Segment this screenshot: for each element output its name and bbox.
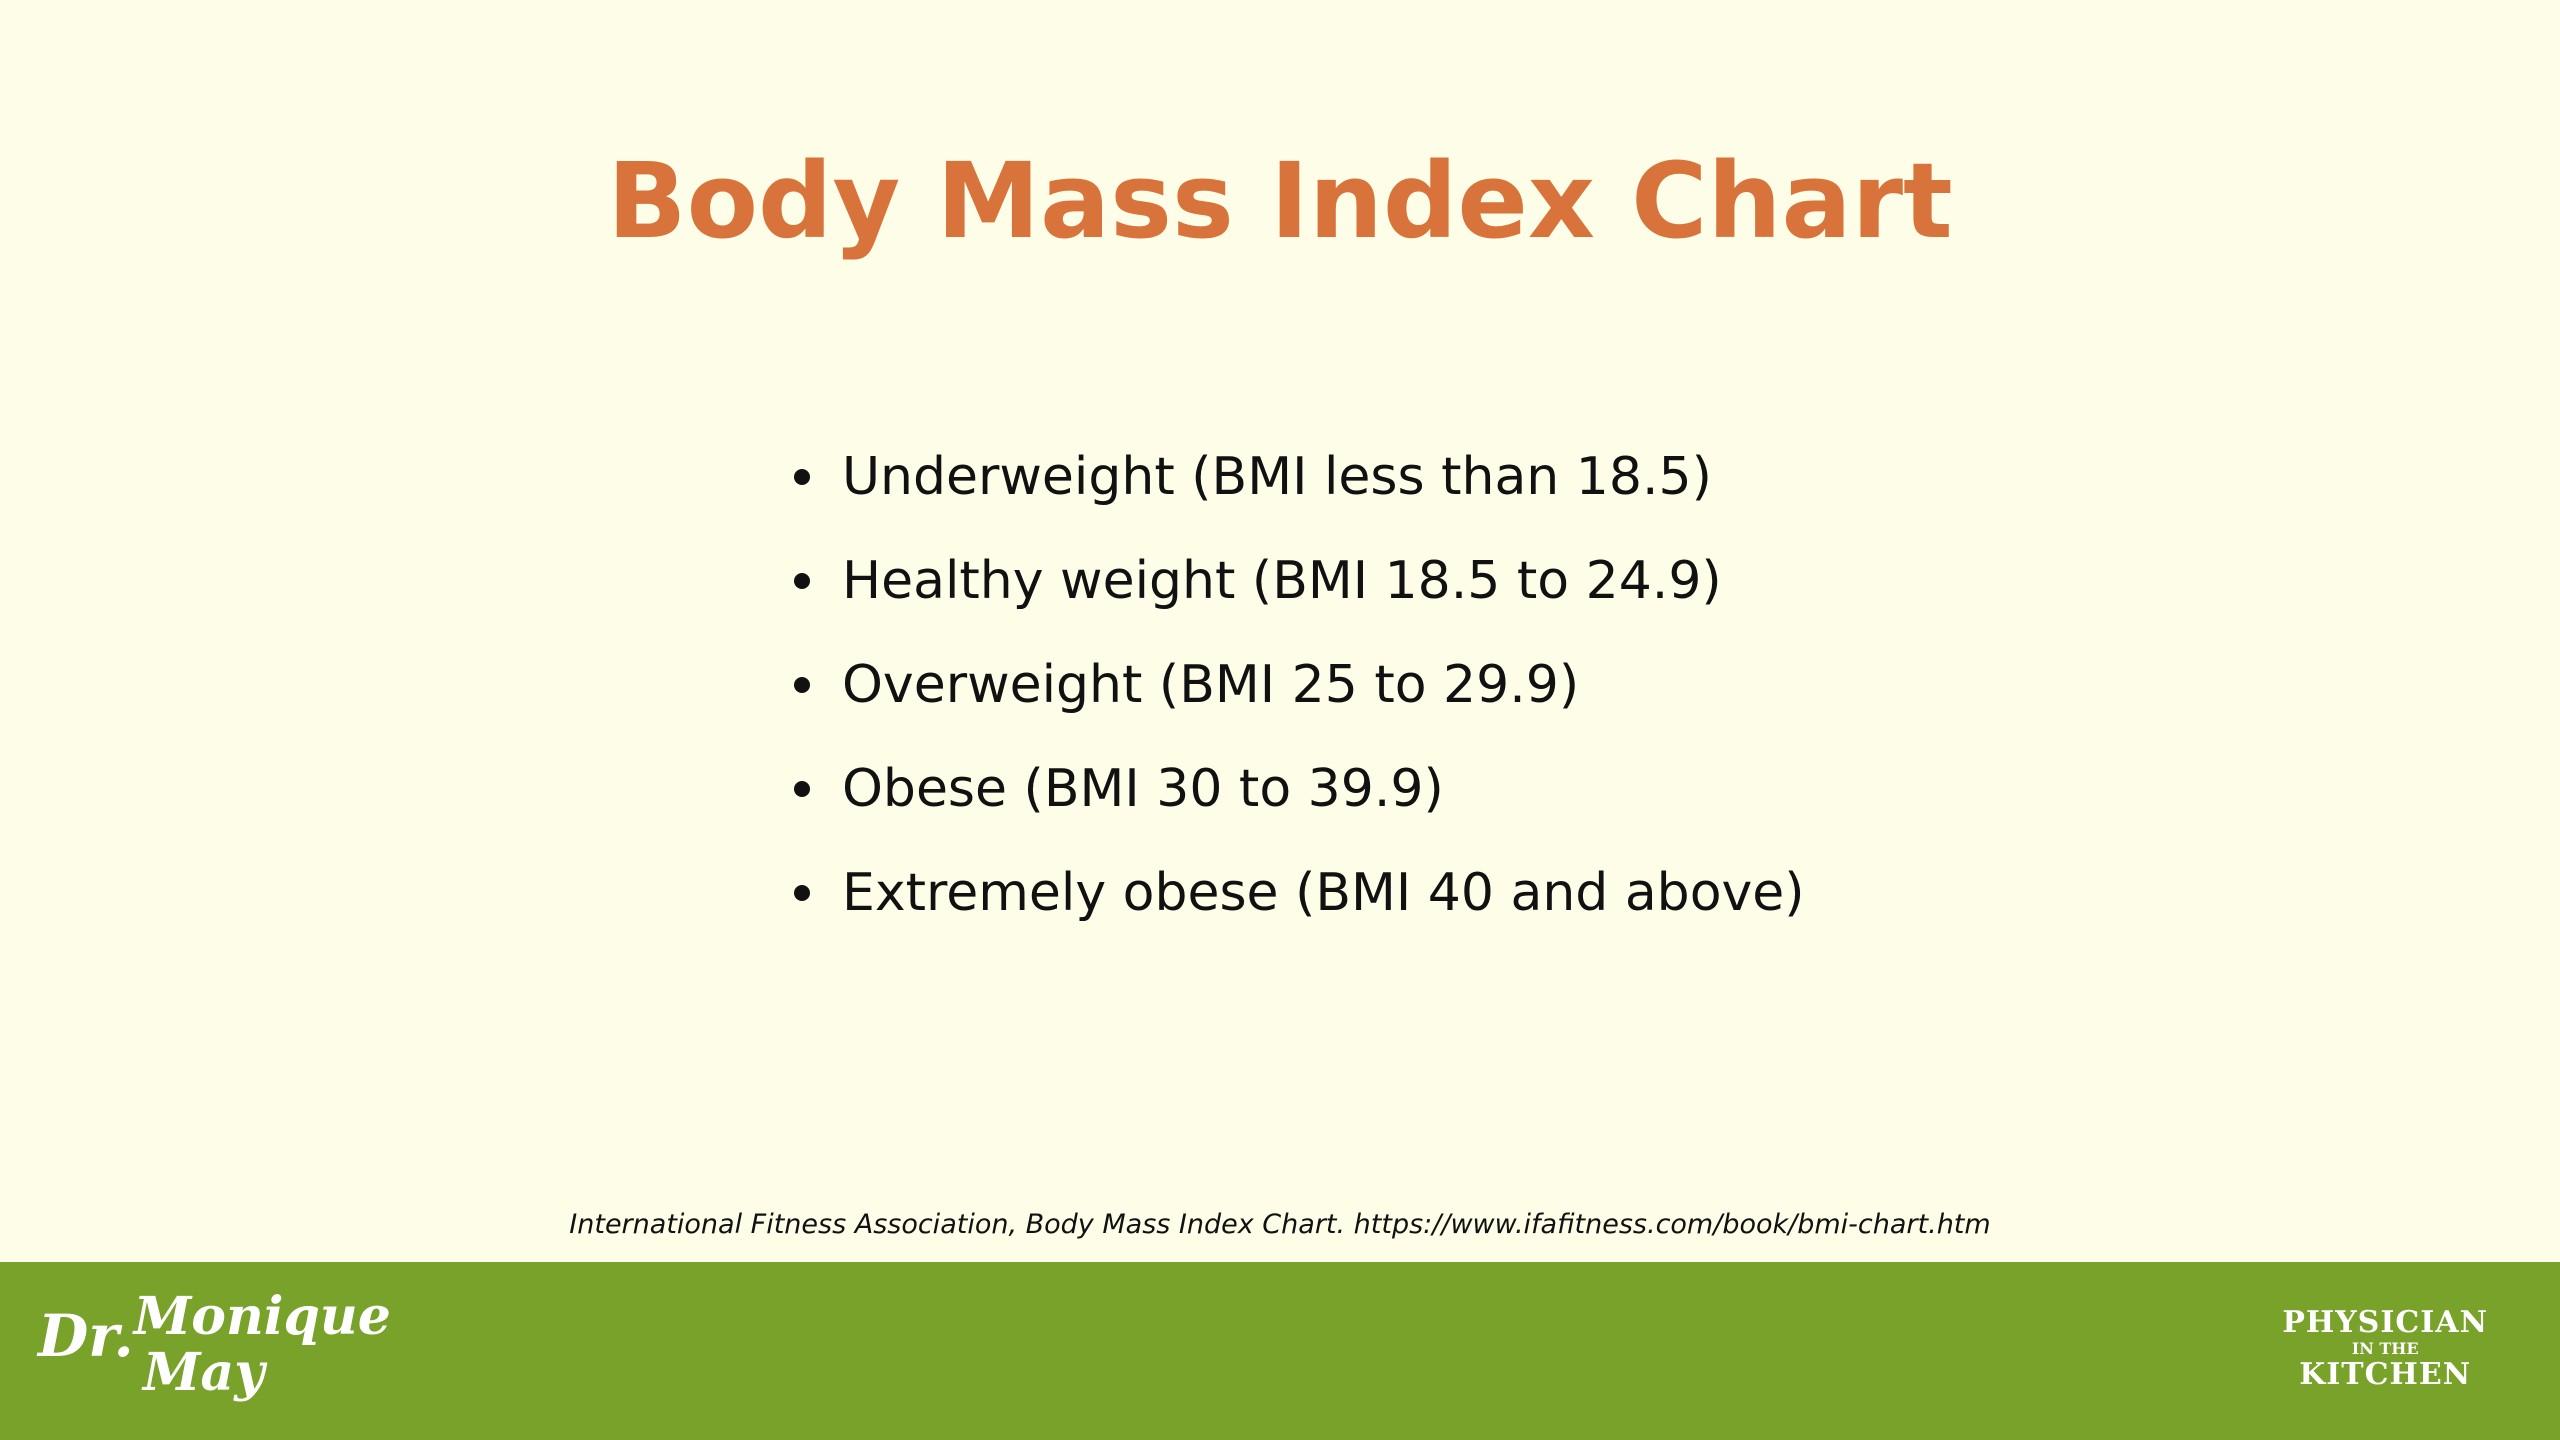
footer: Dr.Monique May PHYSICIAN IN THE KITCHEN — [0, 1262, 2560, 1440]
citation: International Fitness Association, Body … — [569, 1209, 1991, 1240]
right-logo: PHYSICIAN IN THE KITCHEN — [2282, 1308, 2488, 1390]
list-item: Obese (BMI 30 to 39.9) — [790, 737, 1805, 841]
logo-first: Monique — [133, 1286, 391, 1347]
list-item: Underweight (BMI less than 18.5) — [790, 425, 1805, 529]
logo-prefix: Dr. — [38, 1302, 134, 1370]
logo-line: PHYSICIAN — [2282, 1305, 2488, 1340]
logo-line: IN THE — [2351, 1339, 2419, 1358]
title: Body Mass Index Chart — [607, 140, 1953, 262]
list-item: Extremely obese (BMI 40 and above) — [790, 841, 1805, 945]
left-logo: Dr.Monique May — [38, 1286, 391, 1403]
logo-last: May — [143, 1342, 265, 1403]
bmi-list: Underweight (BMI less than 18.5) Healthy… — [790, 425, 1805, 945]
list-item: Overweight (BMI 25 to 29.9) — [790, 633, 1805, 737]
logo-line: KITCHEN — [2299, 1357, 2472, 1392]
list-item: Healthy weight (BMI 18.5 to 24.9) — [790, 529, 1805, 633]
